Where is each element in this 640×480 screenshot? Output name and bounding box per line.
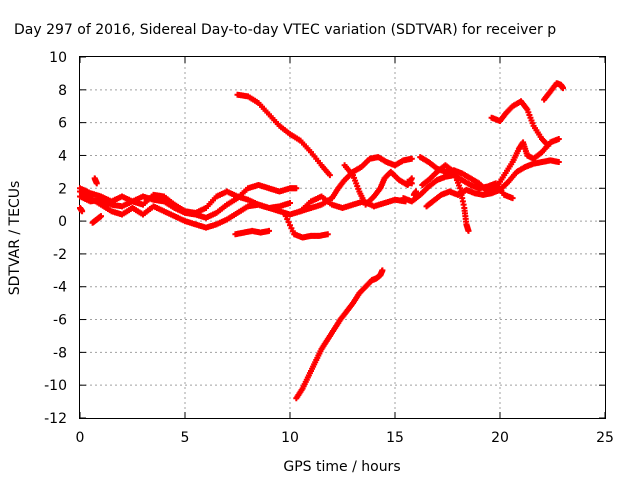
- data-point: [326, 172, 333, 179]
- y-tick-label: -6: [53, 313, 67, 329]
- data-point: [293, 185, 300, 192]
- axis-ticks: [79, 56, 606, 419]
- series-2: [77, 188, 293, 231]
- y-tick-label: 10: [49, 50, 67, 66]
- data-point: [324, 231, 331, 238]
- data-point: [282, 213, 289, 220]
- y-tick-label: -2: [53, 247, 67, 263]
- x-tick-label: 5: [181, 430, 190, 446]
- data-point: [287, 222, 293, 229]
- series-5: [77, 204, 86, 215]
- x-tick-label: 25: [596, 430, 614, 446]
- series-18: [541, 80, 566, 103]
- data-point: [79, 208, 86, 215]
- data-point: [288, 225, 295, 232]
- y-tick-label: -12: [44, 411, 67, 427]
- y-tick-label: -8: [53, 345, 67, 361]
- y-tick-label: 0: [58, 214, 67, 230]
- data-point: [287, 200, 293, 207]
- data-point: [93, 180, 100, 187]
- series-9: [282, 213, 331, 241]
- series-6: [89, 213, 104, 226]
- series-19: [404, 178, 415, 187]
- data-point: [289, 228, 296, 235]
- data-point: [284, 216, 291, 223]
- data-points: [77, 80, 566, 402]
- x-tick-label: 20: [491, 430, 509, 446]
- y-tick-label: -4: [53, 280, 67, 296]
- y-tick-labels: -12 -10 -8 -6 -4 -2 0 2 4 6 8 10: [44, 50, 67, 427]
- x-tick-label: 10: [281, 430, 299, 446]
- series-4: [91, 175, 100, 187]
- x-tick-label: 15: [386, 430, 404, 446]
- series-7: [232, 227, 272, 238]
- grid-lines: [80, 57, 605, 418]
- y-tick-label: 4: [58, 148, 67, 164]
- series-3: [77, 188, 409, 218]
- data-point: [545, 142, 552, 149]
- data-point: [509, 195, 516, 202]
- data-point: [98, 213, 104, 220]
- data-point: [560, 85, 566, 92]
- series-15: [423, 157, 562, 210]
- series-17: [488, 98, 552, 149]
- y-tick-label: 8: [58, 83, 67, 99]
- data-point: [408, 155, 415, 162]
- plot-frame: [79, 56, 606, 419]
- chart-title: Day 297 of 2016, Sidereal Day-to-day VTE…: [14, 22, 556, 38]
- data-point: [266, 227, 272, 234]
- y-tick-label: 6: [58, 116, 67, 132]
- y-tick-label: -10: [44, 378, 67, 394]
- x-tick-label: 0: [76, 430, 85, 446]
- data-point: [285, 219, 292, 226]
- x-tick-labels: 0 5 10 15 20 25: [76, 430, 614, 446]
- series-20: [410, 188, 419, 198]
- data-point: [555, 136, 562, 143]
- series-10: [293, 267, 386, 402]
- data-point: [413, 188, 419, 195]
- data-point: [408, 180, 415, 187]
- data-point: [465, 227, 472, 234]
- y-tick-label: 2: [58, 181, 67, 197]
- series-8: [234, 91, 333, 179]
- x-axis-label: GPS time / hours: [283, 459, 400, 475]
- series-16: [417, 136, 562, 195]
- data-point: [555, 159, 562, 166]
- data-point: [379, 267, 386, 274]
- y-axis-label: SDTVAR / TECUs: [7, 181, 23, 296]
